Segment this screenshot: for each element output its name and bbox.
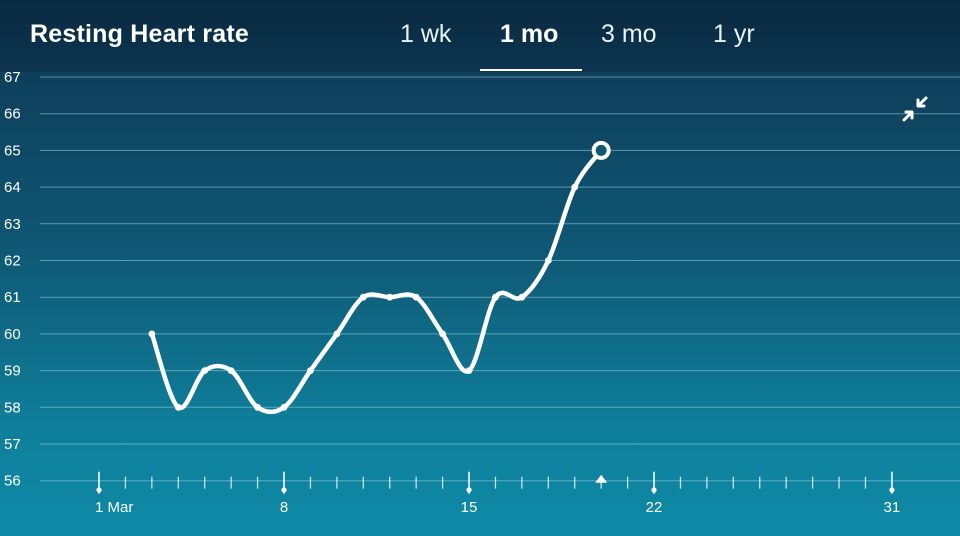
data-point	[254, 403, 261, 411]
y-tick-label: 60	[4, 326, 21, 343]
tab-1wk[interactable]: 1 wk	[400, 20, 452, 48]
data-point	[465, 367, 473, 374]
series-line	[149, 148, 604, 415]
x-tick-dot	[466, 487, 472, 493]
y-tick-label: 59	[4, 363, 21, 380]
data-point	[174, 403, 182, 411]
data-point	[201, 367, 209, 374]
current-day-marker	[595, 474, 608, 483]
y-tick-label: 63	[4, 216, 21, 233]
y-tick-label: 64	[4, 179, 21, 196]
x-tick-dot	[651, 487, 657, 493]
data-point	[544, 257, 552, 264]
x-tick-label: 31	[884, 499, 901, 516]
x-tick-label: 8	[280, 499, 288, 516]
y-tick-label: 67	[4, 69, 21, 86]
data-point	[333, 330, 341, 338]
x-tick-dot	[281, 487, 287, 493]
data-point	[386, 293, 394, 301]
x-tick-dot	[889, 487, 895, 493]
x-tick-label: 22	[646, 499, 663, 516]
data-point	[412, 293, 420, 301]
y-tick-label: 62	[4, 253, 21, 270]
range-tabs: 1 wk 1 mo 3 mo 1 yr	[0, 0, 960, 72]
data-point	[571, 183, 579, 191]
y-tick-label: 58	[4, 399, 21, 416]
data-point	[307, 367, 314, 374]
data-point	[148, 330, 156, 338]
latest-point-marker	[591, 140, 611, 160]
y-tick-label: 65	[4, 142, 21, 159]
data-point	[518, 293, 526, 301]
header-bar: Resting Heart rate 1 wk 1 mo 3 mo 1 yr	[0, 0, 960, 72]
tab-3mo[interactable]: 3 mo	[601, 20, 657, 48]
y-tick-label: 66	[4, 106, 21, 123]
x-tick-dot	[96, 487, 102, 493]
data-point	[439, 330, 446, 338]
active-tab-indicator	[480, 69, 582, 71]
data-point	[492, 293, 499, 301]
x-tick-label: 1 Mar	[95, 499, 133, 516]
y-tick-label: 57	[4, 436, 21, 453]
tab-1yr[interactable]: 1 yr	[713, 20, 755, 48]
y-tick-label: 56	[4, 473, 21, 490]
y-tick-label: 61	[4, 289, 21, 306]
x-tick-label: 15	[461, 499, 478, 516]
data-point	[227, 367, 235, 374]
collapse-arrows-icon[interactable]	[900, 94, 932, 126]
tab-1mo[interactable]: 1 mo	[500, 20, 559, 48]
page-title: Resting Heart rate	[30, 20, 249, 48]
data-point	[359, 293, 367, 301]
data-point	[280, 403, 288, 411]
